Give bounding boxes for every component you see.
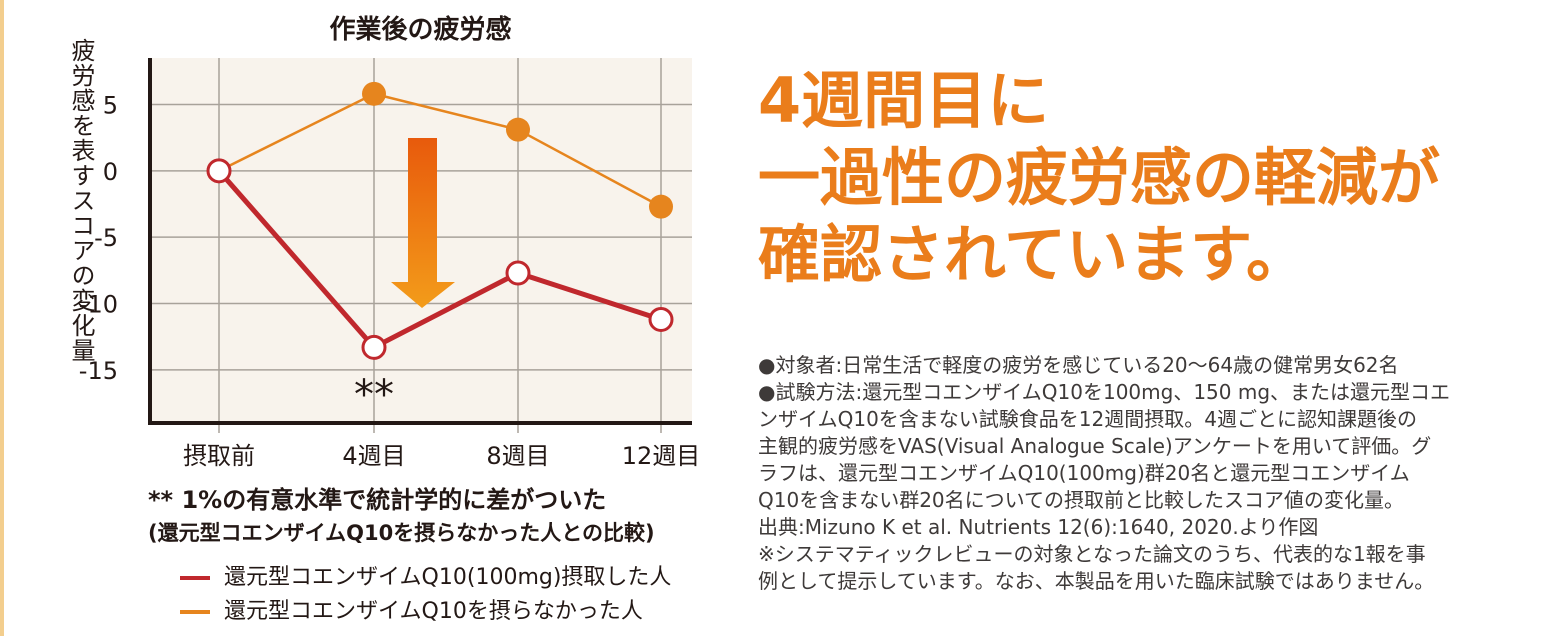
study-note-line: ●試験方法:還元型コエンザイムQ10を100mg、150 mg、または還元型コエ bbox=[758, 380, 1451, 404]
significance-marker: ** bbox=[354, 372, 394, 418]
significance-note-detail: (還元型コエンザイムQ10を摂らなかった人との比較) bbox=[148, 521, 655, 545]
y-tick-label: -5 bbox=[94, 224, 118, 252]
legend-label: 還元型コエンザイムQ10(100mg)摂取した人 bbox=[224, 565, 672, 590]
legend-swatch-orange-line bbox=[180, 610, 210, 614]
y-axis-label: 疲労感を表すスコアの変化量 bbox=[67, 38, 95, 363]
data-point-q10-100mg bbox=[206, 158, 232, 184]
study-notes: ●対象者:日常生活で軽度の疲労を感じている20〜64歳の健常男女62名 ●試験方… bbox=[758, 352, 1498, 595]
y-tick-label: -15 bbox=[79, 357, 118, 385]
headline: 4週間目に 一過性の疲労感の軽減が 確認されています。 bbox=[758, 62, 1538, 293]
study-note-line: 出典:Mizuno K et al. Nutrients 12(6):1640,… bbox=[758, 515, 1319, 539]
down-arrow-icon bbox=[391, 138, 455, 308]
x-tick-label: 8週目 bbox=[486, 442, 549, 470]
study-note-line: 例として提示しています。なお、本製品を用いた臨床試験ではありません。 bbox=[758, 569, 1435, 593]
data-point-no-q10 bbox=[362, 81, 386, 106]
legend-swatch-red-line bbox=[180, 576, 210, 580]
series-line-q10-100mg bbox=[217, 169, 662, 350]
y-tick-label: 5 bbox=[103, 91, 118, 119]
headline-line-1: 4週間目に bbox=[758, 64, 1050, 137]
data-point-q10-100mg bbox=[648, 306, 674, 332]
legend-label: 還元型コエンザイムQ10を摂らなかった人 bbox=[224, 599, 643, 624]
y-tick-label: 0 bbox=[103, 158, 118, 186]
study-note-line: Q10を含まない群20名についての摂取前と比較したスコア値の変化量。 bbox=[758, 488, 1405, 512]
legend-item-no-q10: 還元型コエンザイムQ10を摂らなかった人 bbox=[180, 595, 671, 629]
study-note-line: ●対象者:日常生活で軽度の疲労を感じている20〜64歳の健常男女62名 bbox=[758, 353, 1399, 377]
study-note-line: ンザイムQ10を含まない試験食品を12週間摂取。4週ごとに認知課題後の bbox=[758, 407, 1417, 431]
data-point-no-q10 bbox=[649, 194, 673, 219]
y-tick-label: -10 bbox=[79, 291, 118, 319]
left-accent-border bbox=[0, 0, 4, 636]
x-tick-label: 4週目 bbox=[342, 442, 405, 470]
study-note-line: ※システマティックレビューの対象となった論文のうち、代表的な1報を事 bbox=[758, 542, 1426, 566]
headline-line-3: 確認されています。 bbox=[758, 218, 1308, 291]
significance-note: ** 1%の有意水準で統計学的に差がついた bbox=[148, 486, 607, 514]
study-note-line: 主観的疲労感をVAS(Visual Analogue Scale)アンケートを用… bbox=[758, 434, 1432, 458]
data-point-no-q10 bbox=[506, 117, 530, 142]
series-line-no-q10 bbox=[218, 92, 662, 208]
data-point-q10-100mg bbox=[505, 260, 531, 286]
chart-title: 作業後の疲労感 bbox=[329, 15, 512, 45]
chart-area: 5 0 -5 -10 -15 摂取前 4週目 8週目 12週目 ** bbox=[79, 58, 701, 470]
headline-line-2: 一過性の疲労感の軽減が bbox=[758, 141, 1441, 214]
x-tick-label: 12週目 bbox=[622, 442, 701, 470]
x-tick-label: 摂取前 bbox=[183, 442, 255, 470]
study-note-line: ラフは、還元型コエンザイムQ10(100mg)群20名と還元型コエンザイム bbox=[758, 461, 1410, 485]
legend-item-q10-100mg: 還元型コエンザイムQ10(100mg)摂取した人 bbox=[180, 561, 671, 595]
chart-legend: 還元型コエンザイムQ10(100mg)摂取した人 還元型コエンザイムQ10を摂ら… bbox=[180, 561, 671, 629]
data-point-q10-100mg bbox=[361, 334, 387, 360]
